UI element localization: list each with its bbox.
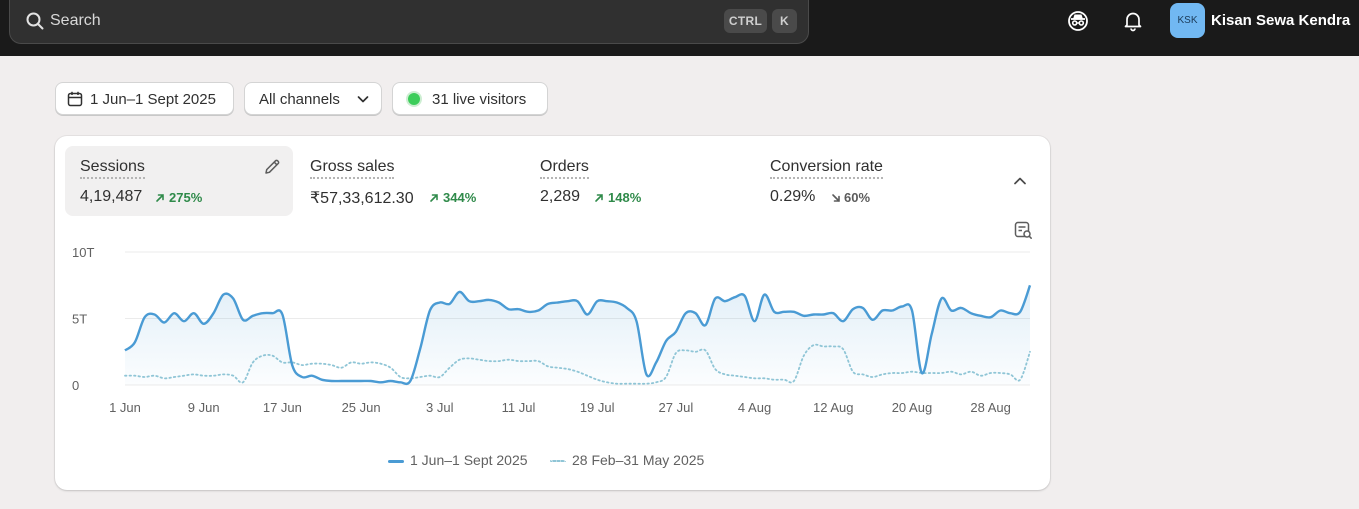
y-tick-label: 0 — [72, 378, 79, 393]
metric-value: 4,19,487 — [80, 188, 143, 205]
x-tick-label: 17 Jun — [263, 400, 302, 415]
metric-value: 2,289 — [540, 188, 581, 205]
metric-label: Gross sales — [310, 158, 395, 179]
metric-tab-gross-sales[interactable]: Gross sales ₹57,33,612.30 344% — [295, 146, 520, 216]
chevron-up-icon[interactable] — [1011, 172, 1029, 190]
legend-swatch-dotted — [550, 460, 566, 462]
live-visitors-label: 31 live visitors — [432, 91, 527, 108]
analytics-card: Sessions 4,19,487 275% Gross sales ₹57,3… — [55, 136, 1050, 490]
x-tick-label: 1 Jun — [109, 400, 141, 415]
metric-label: Conversion rate — [770, 158, 883, 179]
channels-dropdown[interactable]: All channels — [244, 82, 382, 115]
legend-label: 28 Feb–31 May 2025 — [572, 452, 705, 468]
metric-change: 275% — [169, 190, 203, 205]
arrow-up-right-icon — [156, 194, 164, 202]
x-tick-label: 4 Aug — [738, 400, 771, 415]
date-range-button[interactable]: 1 Jun–1 Sept 2025 — [55, 82, 234, 115]
k-key-hint: K — [772, 9, 797, 33]
top-bar: Search CTRL K KSK Kisan Sewa Kendra — [0, 0, 1359, 56]
search-bar[interactable]: Search CTRL K — [9, 0, 809, 44]
live-visitors-button[interactable]: 31 live visitors — [392, 82, 548, 115]
series-line-comparison — [124, 343, 1031, 385]
search-placeholder: Search — [50, 12, 101, 29]
x-tick-label: 20 Aug — [892, 400, 933, 415]
x-tick-label: 28 Aug — [970, 400, 1011, 415]
x-tick-label: 9 Jun — [188, 400, 220, 415]
metric-label: Orders — [540, 158, 589, 179]
series-line-current — [124, 284, 1032, 386]
arrow-down-right-icon — [832, 194, 840, 202]
x-tick-label: 11 Jul — [502, 400, 536, 415]
metric-value: 0.29% — [770, 188, 816, 205]
metric-change: 148% — [608, 190, 642, 205]
arrow-up-right-icon — [430, 194, 438, 202]
search-icon — [26, 12, 44, 30]
bell-icon[interactable] — [1122, 10, 1144, 32]
metric-tab-sessions[interactable]: Sessions 4,19,487 275% — [65, 146, 293, 216]
x-tick-label: 3 Jul — [426, 400, 454, 415]
arrow-up-right-icon — [595, 194, 603, 202]
y-tick-label: 10T — [72, 245, 94, 260]
live-status-dot — [408, 93, 420, 105]
legend-label: 1 Jun–1 Sept 2025 — [410, 452, 528, 468]
legend-swatch-solid — [388, 460, 404, 463]
metric-value: ₹57,33,612.30 — [310, 190, 414, 207]
ctrl-key-hint: CTRL — [724, 9, 767, 33]
series-area-current — [125, 285, 1030, 385]
sessions-line-chart: 10T 5T 0 1 Jun 9 Jun 17 Jun 25 Jun 3 Jul 11 Jul 1… — [72, 245, 1032, 415]
y-tick-label: 5T — [72, 312, 87, 327]
avatar[interactable]: KSK — [1170, 3, 1205, 38]
pencil-icon[interactable] — [262, 157, 282, 177]
metric-change: 60% — [844, 190, 871, 205]
x-tick-label: 27 Jul — [659, 400, 694, 415]
metric-tab-orders[interactable]: Orders 2,289 148% — [525, 146, 750, 216]
x-tick-label: 25 Jun — [342, 400, 381, 415]
x-tick-label: 19 Jul — [580, 400, 615, 415]
date-range-label: 1 Jun–1 Sept 2025 — [90, 91, 216, 108]
metric-label: Sessions — [80, 158, 145, 179]
insight-icon[interactable] — [1013, 220, 1033, 240]
channels-label: All channels — [259, 91, 340, 108]
incognito-icon[interactable] — [1067, 10, 1089, 32]
x-tick-label: 12 Aug — [813, 400, 854, 415]
metric-change: 344% — [443, 190, 477, 205]
chevron-down-icon — [357, 96, 369, 103]
calendar-icon — [67, 91, 83, 107]
metric-tab-conversion-rate[interactable]: Conversion rate 0.29% 60% — [755, 146, 980, 216]
store-name[interactable]: Kisan Sewa Kendra — [1211, 12, 1351, 29]
